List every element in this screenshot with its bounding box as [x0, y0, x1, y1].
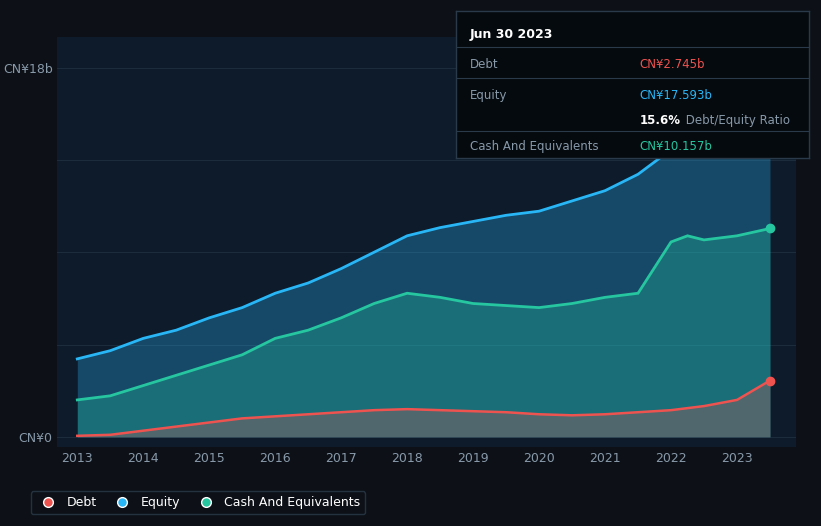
Text: 15.6%: 15.6%	[640, 114, 681, 127]
Text: Jun 30 2023: Jun 30 2023	[470, 28, 553, 41]
Text: Equity: Equity	[470, 88, 507, 102]
Text: Debt/Equity Ratio: Debt/Equity Ratio	[681, 114, 790, 127]
Legend: Debt, Equity, Cash And Equivalents: Debt, Equity, Cash And Equivalents	[31, 491, 365, 514]
Text: Debt: Debt	[470, 58, 498, 70]
Text: Cash And Equivalents: Cash And Equivalents	[470, 140, 599, 153]
Text: CN¥2.745b: CN¥2.745b	[640, 58, 704, 70]
Text: CN¥10.157b: CN¥10.157b	[640, 140, 712, 153]
Text: CN¥17.593b: CN¥17.593b	[640, 88, 712, 102]
